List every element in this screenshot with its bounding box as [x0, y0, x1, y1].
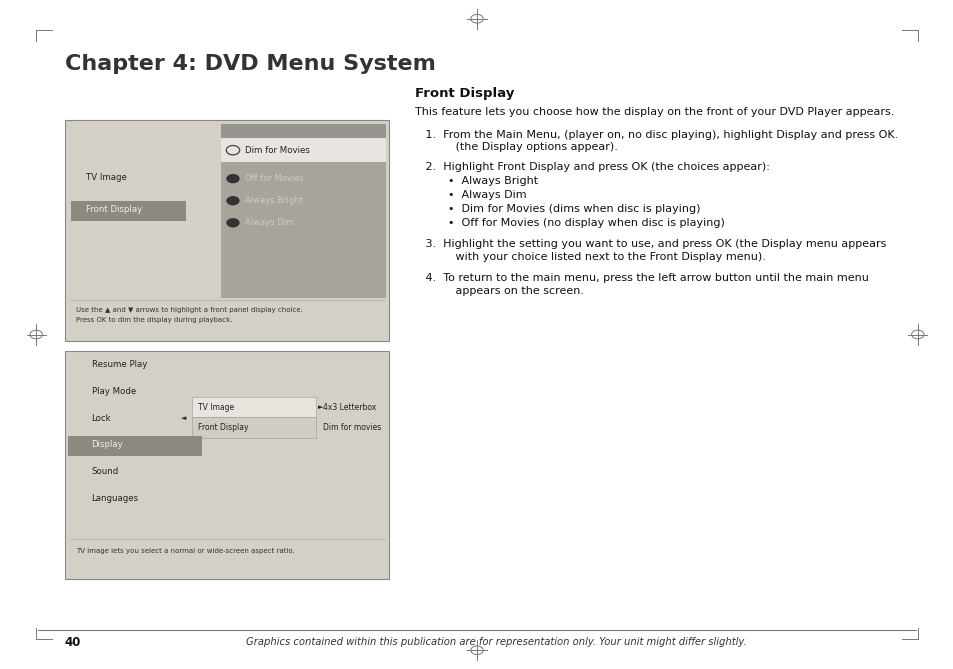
Text: Play Mode: Play Mode [91, 387, 135, 396]
Text: ◄: ◄ [181, 415, 187, 421]
Text: 4x3 Letterbox: 4x3 Letterbox [323, 403, 376, 411]
Bar [68, 436, 202, 456]
Text: 4.  To return to the main menu, press the left arrow button until the main menu: 4. To return to the main menu, press the… [415, 273, 868, 283]
Text: Sound: Sound [91, 467, 119, 476]
Bar [65, 351, 389, 579]
Text: TV image lets you select a normal or wide-screen aspect ratio.: TV image lets you select a normal or wid… [76, 548, 294, 553]
Bar [220, 138, 386, 162]
Text: •  Dim for Movies (dims when disc is playing): • Dim for Movies (dims when disc is play… [448, 204, 700, 214]
Text: 3.  Highlight the setting you want to use, and press OK (the Display menu appear: 3. Highlight the setting you want to use… [415, 239, 885, 249]
Text: Graphics contained within this publication are for representation only. Your uni: Graphics contained within this publicati… [246, 638, 745, 647]
Text: •  Always Dim: • Always Dim [448, 190, 526, 200]
Text: TV Image: TV Image [198, 403, 234, 411]
Text: Off for Movies: Off for Movies [245, 174, 304, 183]
Bar [65, 120, 389, 341]
Circle shape [226, 174, 239, 183]
Text: with your choice listed next to the Front Display menu).: with your choice listed next to the Fron… [431, 252, 765, 262]
Text: ►: ► [317, 404, 323, 410]
Bar [71, 201, 186, 221]
Text: Lock: Lock [91, 413, 112, 423]
Text: Languages: Languages [91, 494, 138, 503]
Text: •  Off for Movies (no display when disc is playing): • Off for Movies (no display when disc i… [448, 218, 724, 228]
Text: Dim for movies: Dim for movies [323, 423, 381, 432]
Text: Use the ▲ and ▼ arrows to highlight a front panel display choice.: Use the ▲ and ▼ arrows to highlight a fr… [76, 308, 303, 313]
Text: This feature lets you choose how the display on the front of your DVD Player app: This feature lets you choose how the dis… [415, 107, 893, 117]
Text: Always Bright: Always Bright [245, 196, 303, 205]
Bar [192, 417, 315, 438]
Circle shape [226, 196, 239, 205]
Bar [192, 397, 315, 417]
Circle shape [226, 218, 239, 227]
Text: (the Display options appear).: (the Display options appear). [431, 142, 618, 153]
Text: Press OK to dim the display during playback.: Press OK to dim the display during playb… [76, 317, 233, 322]
Text: appears on the screen.: appears on the screen. [431, 286, 583, 296]
Text: Display: Display [91, 440, 123, 450]
Text: Front Display: Front Display [198, 423, 249, 432]
Text: 1.  From the Main Menu, (player on, no disc playing), highlight Display and pres: 1. From the Main Menu, (player on, no di… [415, 130, 898, 140]
Text: Chapter 4: DVD Menu System: Chapter 4: DVD Menu System [65, 54, 436, 74]
Text: •  Always Bright: • Always Bright [448, 176, 537, 186]
Bar [220, 162, 386, 298]
Text: Resume Play: Resume Play [91, 360, 147, 369]
Text: Always Dim: Always Dim [245, 218, 294, 227]
Text: TV Image: TV Image [86, 173, 127, 182]
Text: 40: 40 [65, 636, 81, 649]
Text: Front Display: Front Display [415, 87, 514, 100]
Bar [220, 124, 386, 138]
Text: Front Display: Front Display [86, 205, 142, 214]
Text: Dim for Movies: Dim for Movies [245, 146, 310, 155]
Text: 2.  Highlight Front Display and press OK (the choices appear):: 2. Highlight Front Display and press OK … [415, 162, 769, 172]
